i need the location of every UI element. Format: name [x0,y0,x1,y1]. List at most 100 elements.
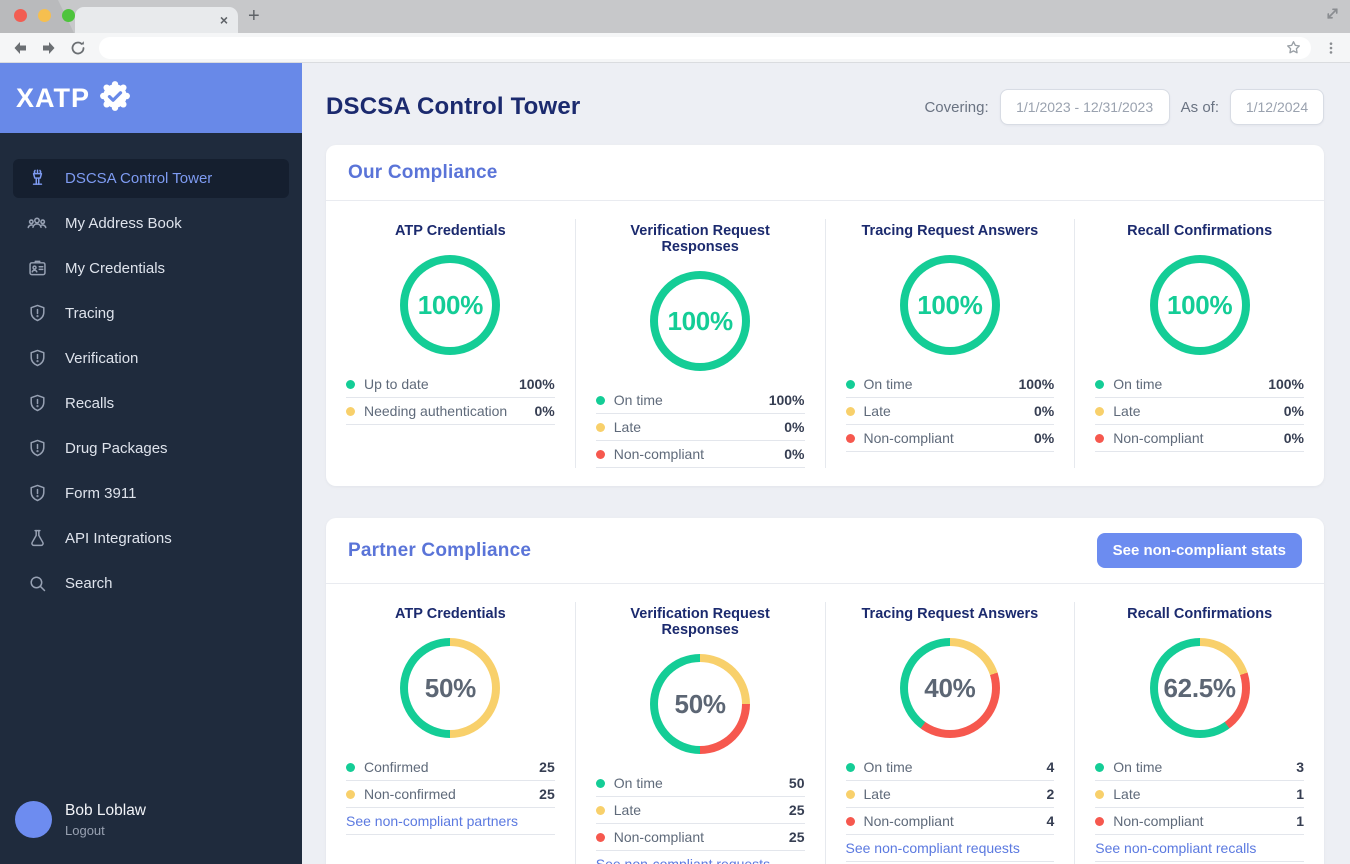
logo-text: XATP [16,82,91,113]
legend-dot [1095,789,1105,799]
legend-label: Non-compliant [613,446,705,462]
resize-window-icon[interactable] [1325,6,1340,26]
legend-value: 100% [1268,376,1304,392]
sidebar-item-form-3911[interactable]: Form 3911 [13,474,289,513]
see-non-compliant-link[interactable]: See non-compliant requests [845,835,1055,862]
legend-dot [595,422,605,432]
legend-row: On time 100% [595,387,805,414]
browser-tab[interactable]: × [75,7,238,33]
forward-icon[interactable] [41,40,57,56]
legend-row: Non-compliant 0% [845,425,1055,452]
page-title: DSCSA Control Tower [326,93,581,120]
legend-dot [845,379,855,389]
back-icon[interactable] [12,40,28,56]
legend-label: Confirmed [364,759,429,775]
metric-title: ATP Credentials [395,223,506,239]
donut-percent: 50% [674,688,726,719]
sidebar-item-my-credentials[interactable]: My Credentials [13,249,289,288]
see-non-compliant-link[interactable]: See non-compliant partners [346,808,555,835]
sidebar-item-my-address-book[interactable]: My Address Book [13,204,289,243]
legend-label: Late [613,419,641,435]
legend-row: Up to date 100% [346,371,555,398]
covering-date-input[interactable] [999,89,1170,125]
sidebar-item-search[interactable]: Search [13,564,289,603]
legend-row: Late 0% [1095,398,1304,425]
legend-row: Needing authentication 0% [346,398,555,425]
maximize-window-icon[interactable] [62,9,75,22]
legend-dot [595,832,605,842]
close-window-icon[interactable] [14,9,27,22]
metric-title: Verification Request Responses [630,223,770,255]
legend-row: Late 25 [595,797,805,824]
sidebar-item-recalls[interactable]: Recalls [13,384,289,423]
legend-row: Late 0% [595,414,805,441]
metric-title: Tracing Request Answers [861,223,1039,239]
see-non-compliant-link[interactable]: See non-compliant recalls [1095,835,1304,862]
sidebar-item-label: DSCSA Control Tower [65,170,213,187]
metric-title: Recall Confirmations [1127,606,1273,622]
partner-compliance-header: Partner Compliance See non-compliant sta… [326,518,1324,584]
donut-percent: 100% [1166,289,1233,320]
legend-row: On time 50 [595,770,805,797]
as-of-date-input[interactable] [1230,89,1324,125]
legend-row: Non-compliant 25 [595,824,805,851]
sidebar-item-tracing[interactable]: Tracing [13,294,289,333]
sidebar-item-api-integrations[interactable]: API Integrations [13,519,289,558]
legend-dot [1095,816,1105,826]
metric-legend: On time 100% Late 0% Non-compliant 0% [845,371,1055,452]
legend-value: 3 [1296,759,1304,775]
verified-badge-icon [99,80,131,117]
legend-label: Non-confirmed [364,786,456,802]
legend-dot [845,406,855,416]
legend-value: 0% [1283,403,1304,419]
legend-row: On time 100% [845,371,1055,398]
shield-alert-icon [26,393,48,415]
legend-label: Non-compliant [613,829,705,845]
legend-label: Late [863,403,891,419]
metric-title: Tracing Request Answers [861,606,1039,622]
page-header: DSCSA Control Tower Covering: As of: [326,87,1324,127]
shield-alert-icon [26,303,48,325]
sidebar-item-label: My Address Book [65,215,182,232]
sidebar-item-dscsa-control-tower[interactable]: DSCSA Control Tower [13,159,289,198]
reload-icon[interactable] [70,40,86,56]
legend-value: 4 [1046,759,1055,775]
donut-percent: 40% [924,672,976,703]
logout-link[interactable]: Logout [65,822,105,838]
legend-label: Non-compliant [863,430,954,446]
legend-value: 25 [788,829,805,845]
tab-close-icon[interactable]: × [219,12,228,28]
address-bar[interactable] [99,36,1311,59]
legend-label: Late [1113,403,1141,419]
legend-value: 50 [788,775,805,791]
credentials-icon [26,258,48,280]
legend-row: On time 4 [845,754,1055,781]
metric-legend: On time 100% Late 0% Non-compliant 0% [1095,371,1304,452]
see-non-compliant-link[interactable]: See non-compliant requests [596,851,805,864]
shield-alert-icon [26,483,48,505]
bookmark-star-icon[interactable] [1286,40,1301,55]
legend-label: On time [1113,376,1163,392]
our-compliance-header: Our Compliance [326,145,1324,201]
sidebar-item-drug-packages[interactable]: Drug Packages [13,429,289,468]
legend-label: Needing authentication [364,403,508,419]
avatar[interactable] [15,801,52,838]
minimize-window-icon[interactable] [38,9,51,22]
sidebar-item-verification[interactable]: Verification [13,339,289,378]
legend-label: Late [1113,786,1141,802]
our-compliance-metrics: ATP Credentials 100% Up to date 100% Needing… [326,201,1324,486]
legend-row: Confirmed 25 [346,754,555,781]
legend-dot [1095,406,1105,416]
legend-row: On time 100% [1095,371,1304,398]
new-tab-button[interactable]: + [248,5,260,27]
legend-label: Late [863,786,891,802]
metric-verification-request-responses: Verification Request Responses 100% On tim… [576,219,826,468]
see-non-compliant-stats-button[interactable]: See non-compliant stats [1096,533,1302,568]
sidebar-item-label: Tracing [65,305,115,322]
legend-value: 0% [534,403,555,419]
window-controls [14,9,75,22]
donut-percent: 100% [417,289,484,320]
browser-menu-icon[interactable] [1324,41,1338,55]
metric-title: Recall Confirmations [1127,223,1273,239]
sidebar-item-label: Drug Packages [65,440,168,457]
